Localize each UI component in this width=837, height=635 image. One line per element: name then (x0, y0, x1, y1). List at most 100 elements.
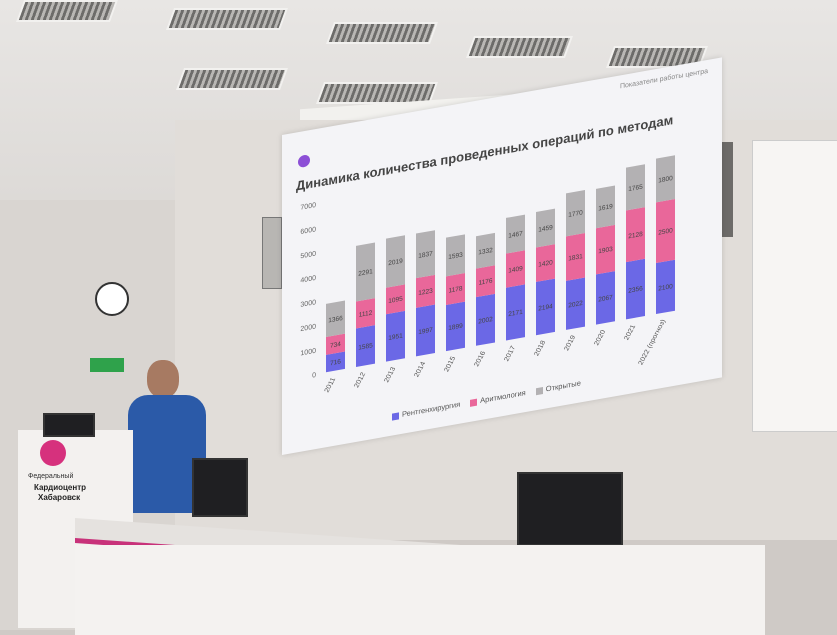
y-tick-label: 3000 (300, 299, 316, 309)
data-label: 1178 (449, 285, 463, 294)
left-speaker (262, 217, 282, 289)
bar-segment (326, 333, 345, 355)
data-label: 1951 (388, 332, 403, 342)
y-tick-label: 6000 (300, 226, 316, 236)
y-tick-label: 4000 (300, 275, 316, 285)
data-label: 1366 (328, 315, 343, 325)
data-label: 1176 (479, 277, 493, 286)
bar-segment (416, 230, 435, 279)
y-tick-label: 7000 (300, 202, 316, 212)
data-label: 2002 (478, 316, 493, 326)
bar-segment (386, 310, 405, 362)
data-label: 1997 (418, 327, 433, 337)
bar-segment (416, 274, 435, 308)
cardiocenter-logo-icon (40, 440, 66, 466)
bar-segment (446, 301, 465, 352)
data-label: 1903 (598, 246, 613, 256)
bar-segment (506, 214, 525, 254)
data-label: 2067 (598, 294, 613, 304)
bar-segment (326, 300, 345, 338)
data-label: 1095 (388, 296, 403, 306)
podium-line1: Федеральный (28, 473, 74, 480)
bar-segment (626, 258, 645, 320)
ceiling-vent (15, 0, 119, 22)
y-tick-label: 1000 (300, 348, 316, 358)
data-label: 716 (330, 358, 341, 367)
x-tick-label: 2015 (443, 356, 457, 373)
bar-segment (566, 190, 585, 237)
bar-segment (536, 244, 555, 282)
bar-segment (356, 325, 375, 367)
bar-segment (476, 232, 495, 269)
bar-segment (656, 155, 675, 203)
desk-monitor-large (517, 472, 623, 546)
data-label: 1467 (508, 230, 523, 240)
desk-monitor (192, 458, 248, 517)
ceiling-vent (165, 8, 289, 30)
bar-segment (446, 234, 465, 277)
exit-sign (90, 358, 124, 372)
data-label: 2019 (388, 258, 403, 268)
x-tick-label: 2020 (593, 329, 607, 346)
bar-segment (656, 259, 675, 315)
data-label: 2100 (658, 283, 673, 293)
data-label: 1593 (448, 252, 463, 262)
podium-line3: Хабаровск (38, 493, 81, 502)
data-label: 2171 (508, 309, 523, 319)
bar-segment (506, 284, 525, 341)
y-tick-label: 2000 (300, 323, 316, 333)
bar-segment (596, 224, 615, 275)
x-tick-label: 2017 (503, 345, 517, 362)
bar-segment (626, 207, 645, 263)
bar-segment (356, 298, 375, 329)
bar-segment (626, 164, 645, 211)
bar-segment (566, 233, 585, 281)
data-label: 1831 (568, 253, 583, 263)
bar-chart: 0 1000 2000 3000 4000 5000 6000 7000 716 734 1366 2… (300, 155, 675, 394)
y-tick-label: 5000 (300, 251, 316, 261)
podium-line2: Кардиоцентр (34, 483, 87, 492)
bar-segment (596, 271, 615, 325)
bar-segment (476, 293, 495, 346)
bar-segment (536, 278, 555, 336)
data-label: 2128 (628, 231, 643, 241)
data-label: 1332 (478, 247, 493, 257)
ceiling-vent (175, 68, 289, 90)
x-tick-label: 2022 (прогноз) (638, 319, 668, 366)
syntax-poster (752, 140, 837, 432)
bar-segment (446, 273, 465, 305)
x-tick-label: 2021 (623, 324, 637, 341)
bar-segment (476, 265, 495, 298)
bar-segment (536, 208, 555, 248)
x-tick-label: 2012 (353, 371, 367, 388)
bar-segment (386, 235, 405, 288)
desk-front (75, 545, 765, 635)
bar-segment (596, 185, 615, 229)
bar-segment (506, 250, 525, 288)
data-label: 1837 (418, 250, 433, 260)
data-label: 1619 (598, 203, 613, 213)
data-label: 2356 (628, 285, 643, 295)
poster-content (753, 141, 837, 145)
ceiling-vent (465, 36, 574, 58)
data-label: 2291 (358, 268, 373, 278)
data-label: 1770 (568, 209, 583, 219)
data-label: 1899 (448, 323, 463, 333)
bar-segment (386, 284, 405, 315)
x-tick-label: 2013 (383, 366, 397, 383)
podium-monitor (43, 413, 95, 437)
data-label: 2194 (538, 303, 553, 313)
data-label: 1409 (508, 265, 523, 275)
data-label: 1765 (628, 184, 643, 194)
data-label: 2500 (658, 227, 673, 237)
x-tick-label: 2014 (413, 361, 427, 378)
data-label: 1112 (359, 310, 373, 319)
speaker-head (147, 360, 179, 398)
data-label: 1800 (658, 175, 673, 185)
y-tick-label: 0 (312, 372, 316, 380)
projection-screen: Показатели работы центра Динамика количе… (282, 57, 722, 455)
bar-segment (326, 351, 345, 373)
x-tick-label: 2011 (324, 377, 338, 394)
bar-segment (356, 242, 375, 302)
wall-clock (95, 282, 129, 316)
